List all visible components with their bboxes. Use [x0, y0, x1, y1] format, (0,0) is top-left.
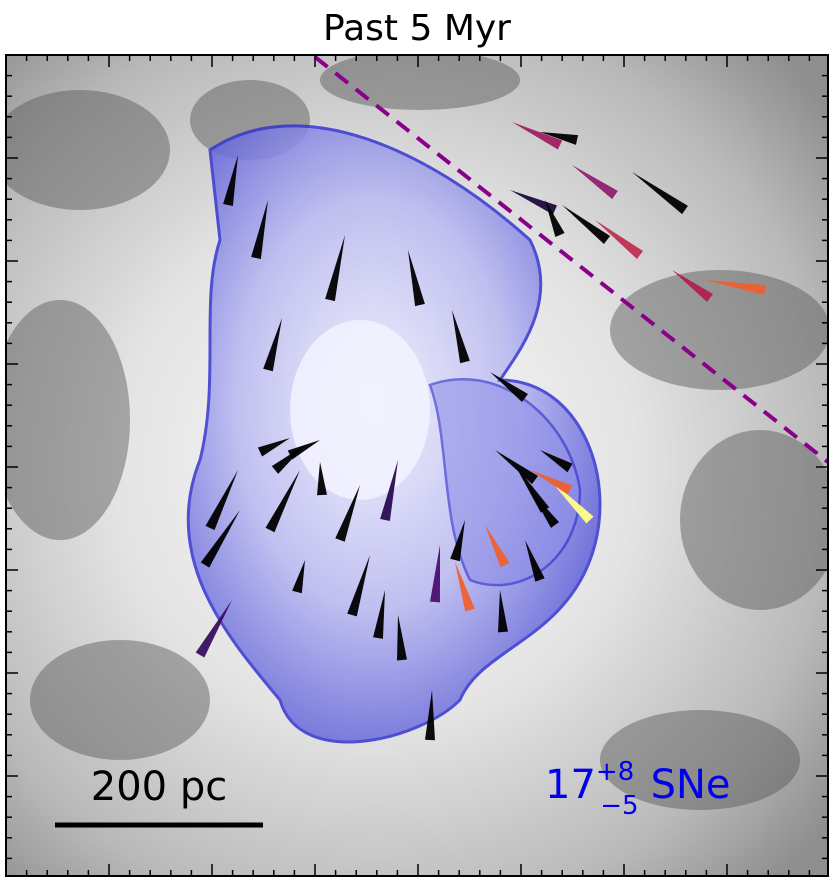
sn-cone [672, 270, 713, 303]
dark-filaments [6, 55, 828, 810]
sn-cone [632, 172, 688, 215]
sn-cone [495, 450, 538, 484]
sn-cone [545, 200, 565, 237]
sn-sup: +8 [596, 757, 634, 787]
sn-cone [530, 470, 573, 495]
sn-cone [271, 445, 305, 474]
sn-cone [490, 372, 528, 403]
sn-cone [512, 122, 563, 150]
sn-cone [200, 510, 240, 568]
sn-cone [251, 200, 268, 260]
sn-cone [450, 520, 465, 562]
sn-cone [485, 525, 510, 568]
sn-cone [498, 590, 508, 633]
sn-cone [263, 318, 282, 372]
sn-cone [455, 562, 475, 612]
sn-cone [705, 280, 766, 295]
sn-cone [347, 555, 370, 617]
sn-cone [325, 235, 345, 302]
sn-cone [335, 485, 360, 542]
sn-cone [540, 450, 573, 473]
sn-suffix: SNe [651, 762, 731, 808]
sn-cone [550, 480, 594, 524]
sn-cone [425, 690, 435, 741]
hot-cavity [290, 320, 430, 500]
sn-cone [408, 250, 425, 307]
sn-cone [292, 560, 305, 594]
sn-cone [572, 165, 618, 200]
dashed-line [313, 55, 828, 464]
sn-cone [223, 155, 238, 206]
sn-cone [540, 132, 579, 145]
frame [5, 54, 829, 877]
sn-cone [380, 460, 398, 522]
sn-cone [595, 220, 644, 259]
sn-cone [195, 600, 232, 658]
sn-cone [317, 462, 327, 496]
sn-cone [430, 545, 440, 603]
sn-count: 17+8 −5 SNe [545, 757, 730, 821]
sn-cone [205, 470, 238, 531]
sn-cone [373, 590, 385, 639]
sn-cone [562, 205, 611, 244]
sn-cone [515, 465, 550, 513]
sn-cone [525, 540, 545, 582]
sn-cone [265, 470, 300, 533]
sn-base: 17 [545, 762, 596, 808]
ticks [5, 54, 828, 876]
sn-cone [257, 438, 290, 457]
image [6, 55, 828, 876]
sn-sub: −5 [600, 791, 638, 821]
title: Past 5 Myr [323, 8, 511, 49]
sn-cone [397, 615, 407, 661]
sn-cone [510, 190, 558, 215]
supernova-cones [195, 122, 766, 741]
sn-cone [452, 310, 470, 364]
scale-label: 200 pc [91, 764, 227, 810]
